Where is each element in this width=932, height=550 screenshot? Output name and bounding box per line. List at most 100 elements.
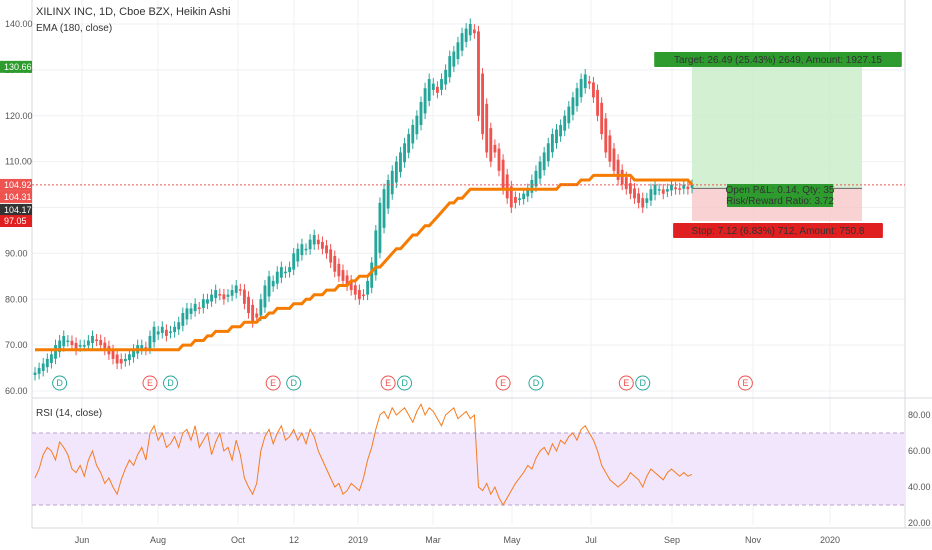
candle-body bbox=[468, 24, 472, 36]
candle-body bbox=[378, 202, 382, 253]
dividend-marker bbox=[528, 375, 544, 391]
candle-body bbox=[62, 335, 66, 347]
event-marker-label: E bbox=[742, 378, 748, 388]
candle-body bbox=[403, 143, 406, 163]
candle-body bbox=[99, 340, 103, 346]
candle-body bbox=[54, 345, 57, 359]
candle-body bbox=[370, 262, 374, 288]
rsi-tick-label: 40.00 bbox=[908, 482, 931, 492]
candle-body bbox=[452, 51, 456, 67]
candle-body bbox=[645, 198, 649, 203]
dividend-marker bbox=[286, 375, 302, 391]
candle-body bbox=[608, 135, 612, 162]
event-marker-label: D bbox=[533, 378, 540, 388]
candle-body bbox=[522, 193, 526, 200]
time-tick-label: Jul bbox=[585, 535, 597, 545]
candle-body bbox=[579, 79, 583, 98]
dividend-marker bbox=[163, 375, 179, 391]
candle-body bbox=[316, 239, 320, 245]
candle-body bbox=[234, 285, 238, 293]
candle-body bbox=[407, 134, 411, 153]
candle-body bbox=[78, 345, 82, 347]
candle-body bbox=[226, 294, 230, 297]
candle-body bbox=[678, 188, 682, 190]
price-tick-label: 140.00 bbox=[5, 19, 33, 29]
candle-body bbox=[341, 270, 345, 281]
candle-body bbox=[690, 185, 694, 188]
candle-body bbox=[542, 152, 546, 171]
candle-body bbox=[128, 354, 131, 361]
candle-body bbox=[509, 186, 513, 208]
price-tick-label: 120.00 bbox=[5, 111, 33, 121]
event-marker-label: D bbox=[639, 378, 646, 388]
candle-body bbox=[91, 335, 94, 343]
candle-body bbox=[152, 326, 156, 343]
candle-body bbox=[571, 97, 575, 115]
time-tick-label: Aug bbox=[150, 535, 166, 545]
candle-body bbox=[95, 339, 99, 341]
target-label-bg bbox=[654, 52, 902, 67]
dividend-marker bbox=[52, 375, 68, 391]
price-badge bbox=[0, 203, 32, 216]
candle-body bbox=[423, 88, 427, 114]
candle-body bbox=[201, 299, 205, 308]
risk-reward-label: Risk/Reward Ratio: 3.72 bbox=[726, 196, 834, 207]
candle-body bbox=[181, 313, 185, 326]
candle-body bbox=[477, 31, 480, 116]
ema-line bbox=[35, 173, 694, 352]
candle-body bbox=[665, 189, 669, 192]
candle-body bbox=[505, 174, 509, 199]
candle-body bbox=[633, 188, 636, 199]
candle-body bbox=[238, 289, 242, 291]
candle-body bbox=[160, 326, 164, 333]
candle-body bbox=[210, 294, 213, 302]
candle-body bbox=[497, 148, 501, 171]
candle-body bbox=[308, 239, 312, 250]
candle-body bbox=[538, 161, 542, 179]
candle-body bbox=[70, 340, 74, 346]
time-tick-label: Jun bbox=[75, 535, 90, 545]
candle-body bbox=[279, 267, 283, 278]
candle-body bbox=[267, 276, 271, 297]
candle-body bbox=[312, 235, 316, 245]
candle-body bbox=[526, 189, 530, 197]
candle-body bbox=[411, 124, 415, 144]
candle-body bbox=[140, 345, 144, 350]
candle-body bbox=[58, 340, 62, 352]
time-tick-label: Mar bbox=[425, 535, 441, 545]
candle-body bbox=[304, 248, 308, 251]
time-tick-label: Sep bbox=[664, 535, 680, 545]
price-badge bbox=[0, 215, 32, 228]
candle-body bbox=[156, 331, 160, 335]
candle-body bbox=[386, 179, 390, 209]
candle-body bbox=[600, 102, 604, 135]
candle-body bbox=[362, 294, 365, 297]
candle-body bbox=[374, 230, 378, 276]
dividend-marker bbox=[397, 375, 413, 391]
candle-body bbox=[329, 249, 333, 263]
event-marker-label: D bbox=[56, 378, 63, 388]
candle-body bbox=[583, 74, 587, 89]
candle-body bbox=[637, 193, 641, 203]
candle-body bbox=[653, 184, 657, 195]
candle-body bbox=[173, 326, 177, 333]
candle-body bbox=[394, 161, 398, 183]
candle-body bbox=[382, 189, 386, 228]
candle-body bbox=[353, 285, 357, 295]
time-tick-label: 12 bbox=[289, 535, 299, 545]
event-marker-label: D bbox=[401, 378, 408, 388]
candle-body bbox=[259, 299, 263, 316]
candle-body bbox=[255, 313, 259, 318]
candle-body bbox=[567, 106, 571, 124]
stop-label-bg bbox=[673, 223, 883, 238]
candle-body bbox=[66, 340, 70, 343]
ema-legend: EMA (180, close) bbox=[36, 23, 112, 34]
price-tick-label: 70.00 bbox=[5, 340, 28, 350]
candle-body bbox=[189, 308, 193, 314]
candle-body bbox=[247, 296, 250, 314]
candle-body bbox=[616, 159, 620, 180]
candle-body bbox=[206, 299, 209, 304]
candle-body bbox=[321, 241, 324, 249]
candle-body bbox=[419, 101, 423, 125]
candle-body bbox=[300, 244, 304, 256]
